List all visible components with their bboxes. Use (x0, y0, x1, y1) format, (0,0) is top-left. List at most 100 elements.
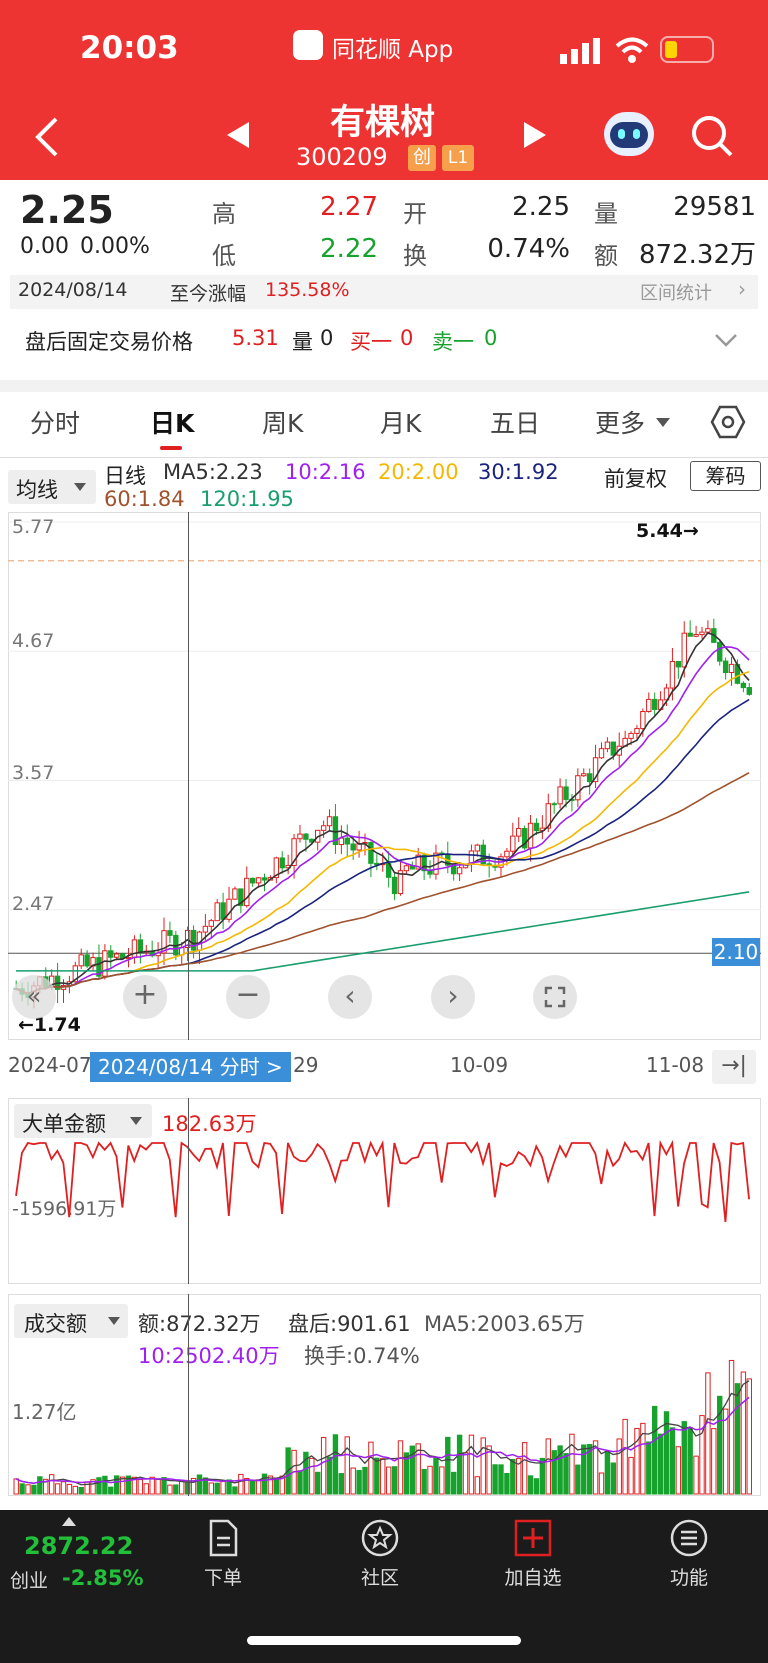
functions-button[interactable]: 功能 (634, 1518, 744, 1590)
index-value[interactable]: 2872.22 (24, 1532, 134, 1560)
after-hours-vol: 0 (320, 326, 334, 350)
amount-bar (78, 1486, 84, 1495)
ma-selector[interactable]: 均线 (8, 470, 96, 504)
since-value: 135.58% (265, 279, 350, 301)
app-logo-icon (293, 30, 323, 60)
assistant-robot-icon[interactable] (604, 112, 654, 156)
high-label: 高 (212, 200, 236, 228)
after-hours-price: 5.31 (232, 326, 279, 350)
adjust-label[interactable]: 前复权 (604, 467, 667, 491)
amount-bar (616, 1438, 622, 1495)
amount-bar (362, 1466, 368, 1495)
range-stats-link[interactable]: 区间统计 (640, 283, 712, 304)
crosshair-date-label[interactable]: 2024/08/14 分时 > (90, 1052, 291, 1082)
candle-body (102, 950, 108, 977)
candle-body (681, 632, 687, 668)
tab-monthly-k[interactable]: 月K (380, 409, 422, 438)
amount-selector[interactable]: 成交额 (14, 1304, 128, 1338)
zoom-back-button[interactable]: « (12, 975, 56, 1019)
ytick-2: 4.67 (12, 630, 55, 652)
amount-bar (498, 1464, 504, 1495)
search-icon[interactable] (690, 114, 734, 158)
caret-down-icon (130, 1117, 142, 1125)
amount-bar (480, 1437, 486, 1495)
tab-weekly-k[interactable]: 周K (262, 409, 304, 438)
xlabel-4: 11-08 (646, 1053, 705, 1077)
candle-body (504, 850, 510, 858)
candle-body (238, 888, 244, 907)
status-time: 20:03 (80, 30, 179, 66)
chevron-right-icon: › (738, 277, 746, 301)
candle-body (421, 854, 427, 872)
chevron-down-icon[interactable] (714, 332, 738, 348)
zoom-out-button[interactable]: − (226, 975, 270, 1019)
sell1-value: 0 (484, 326, 498, 350)
amount-turnover: 换手:0.74% (304, 1344, 420, 1368)
candle-body (717, 641, 723, 662)
amount-bar (563, 1453, 569, 1495)
zoom-in-button[interactable]: + (123, 975, 167, 1019)
big-order-chart (15, 1139, 750, 1223)
scroll-left-button[interactable]: ‹ (328, 975, 372, 1019)
crosshair-vertical-line (188, 512, 189, 1040)
amount-bar (226, 1479, 232, 1495)
scroll-right-button[interactable]: › (431, 975, 475, 1019)
jump-latest-button[interactable]: →| (712, 1050, 756, 1084)
candle-body (161, 930, 167, 954)
amount-bar (521, 1442, 528, 1495)
candle-body (167, 930, 173, 936)
settings-hex-icon[interactable] (710, 404, 746, 440)
candle-body (344, 837, 350, 845)
amount-bar (54, 1483, 61, 1495)
after-hours-amount: 盘后:901.61 (288, 1312, 411, 1336)
amount-bar (646, 1441, 652, 1495)
fullscreen-button[interactable] (533, 975, 577, 1019)
prev-stock-icon[interactable] (225, 120, 251, 150)
amount-ma10-line (15, 1396, 750, 1484)
candle-body (533, 822, 540, 832)
big-order-panel[interactable] (8, 1098, 761, 1284)
candle-body (557, 786, 563, 805)
amount-bar (598, 1472, 605, 1495)
amount-bar (90, 1479, 96, 1495)
ma60-value: 60:1.84 (104, 487, 185, 511)
tab-daily-k[interactable]: 日K (150, 409, 195, 438)
candle-body (303, 833, 309, 840)
order-button[interactable]: 下单 (168, 1518, 278, 1590)
next-stock-icon[interactable] (522, 120, 548, 150)
candle-body (320, 825, 327, 831)
chips-button[interactable]: 筹码 (690, 461, 761, 491)
big-order-selector[interactable]: 大单金额 (14, 1104, 152, 1138)
amount-bar (557, 1445, 563, 1495)
candle-body (244, 877, 250, 907)
amount-bar (350, 1467, 356, 1495)
tab-timeshare[interactable]: 分时 (30, 409, 81, 438)
amount-bar (368, 1441, 374, 1495)
community-button[interactable]: 社区 (325, 1518, 435, 1590)
add-watchlist-button[interactable]: 加自选 (478, 1518, 588, 1590)
candle-body (108, 950, 114, 958)
candle-body (634, 728, 640, 734)
index-change: -2.85% (62, 1566, 144, 1590)
after-hours-row[interactable]: 盘后固定交易价格 5.31 量 0 买一 0 卖一 0 (0, 310, 768, 370)
amount-bar (681, 1421, 687, 1495)
back-icon[interactable] (32, 115, 62, 159)
amount-panel[interactable] (8, 1294, 761, 1496)
kline-chart[interactable] (8, 512, 761, 1040)
ma10-line (15, 646, 750, 995)
candle-body (705, 628, 711, 633)
amount-bar (297, 1470, 303, 1495)
tab-five-day[interactable]: 五日 (490, 409, 541, 438)
ma-period: 日线 (104, 464, 146, 488)
big-order-value: 182.63万 (162, 1112, 257, 1136)
candle-body (598, 748, 605, 759)
stock-code: 300209 (296, 143, 388, 171)
amount-bar (261, 1473, 268, 1495)
candle-body (350, 843, 356, 851)
range-row[interactable]: 2024/08/14 至今涨幅 135.58% 区间统计 › (10, 275, 758, 309)
tab-more[interactable]: 更多 (595, 409, 646, 438)
amount-bar (604, 1450, 611, 1495)
amount-bar (238, 1473, 244, 1495)
amount-bar (119, 1476, 126, 1495)
kline-panel[interactable] (8, 512, 761, 1040)
